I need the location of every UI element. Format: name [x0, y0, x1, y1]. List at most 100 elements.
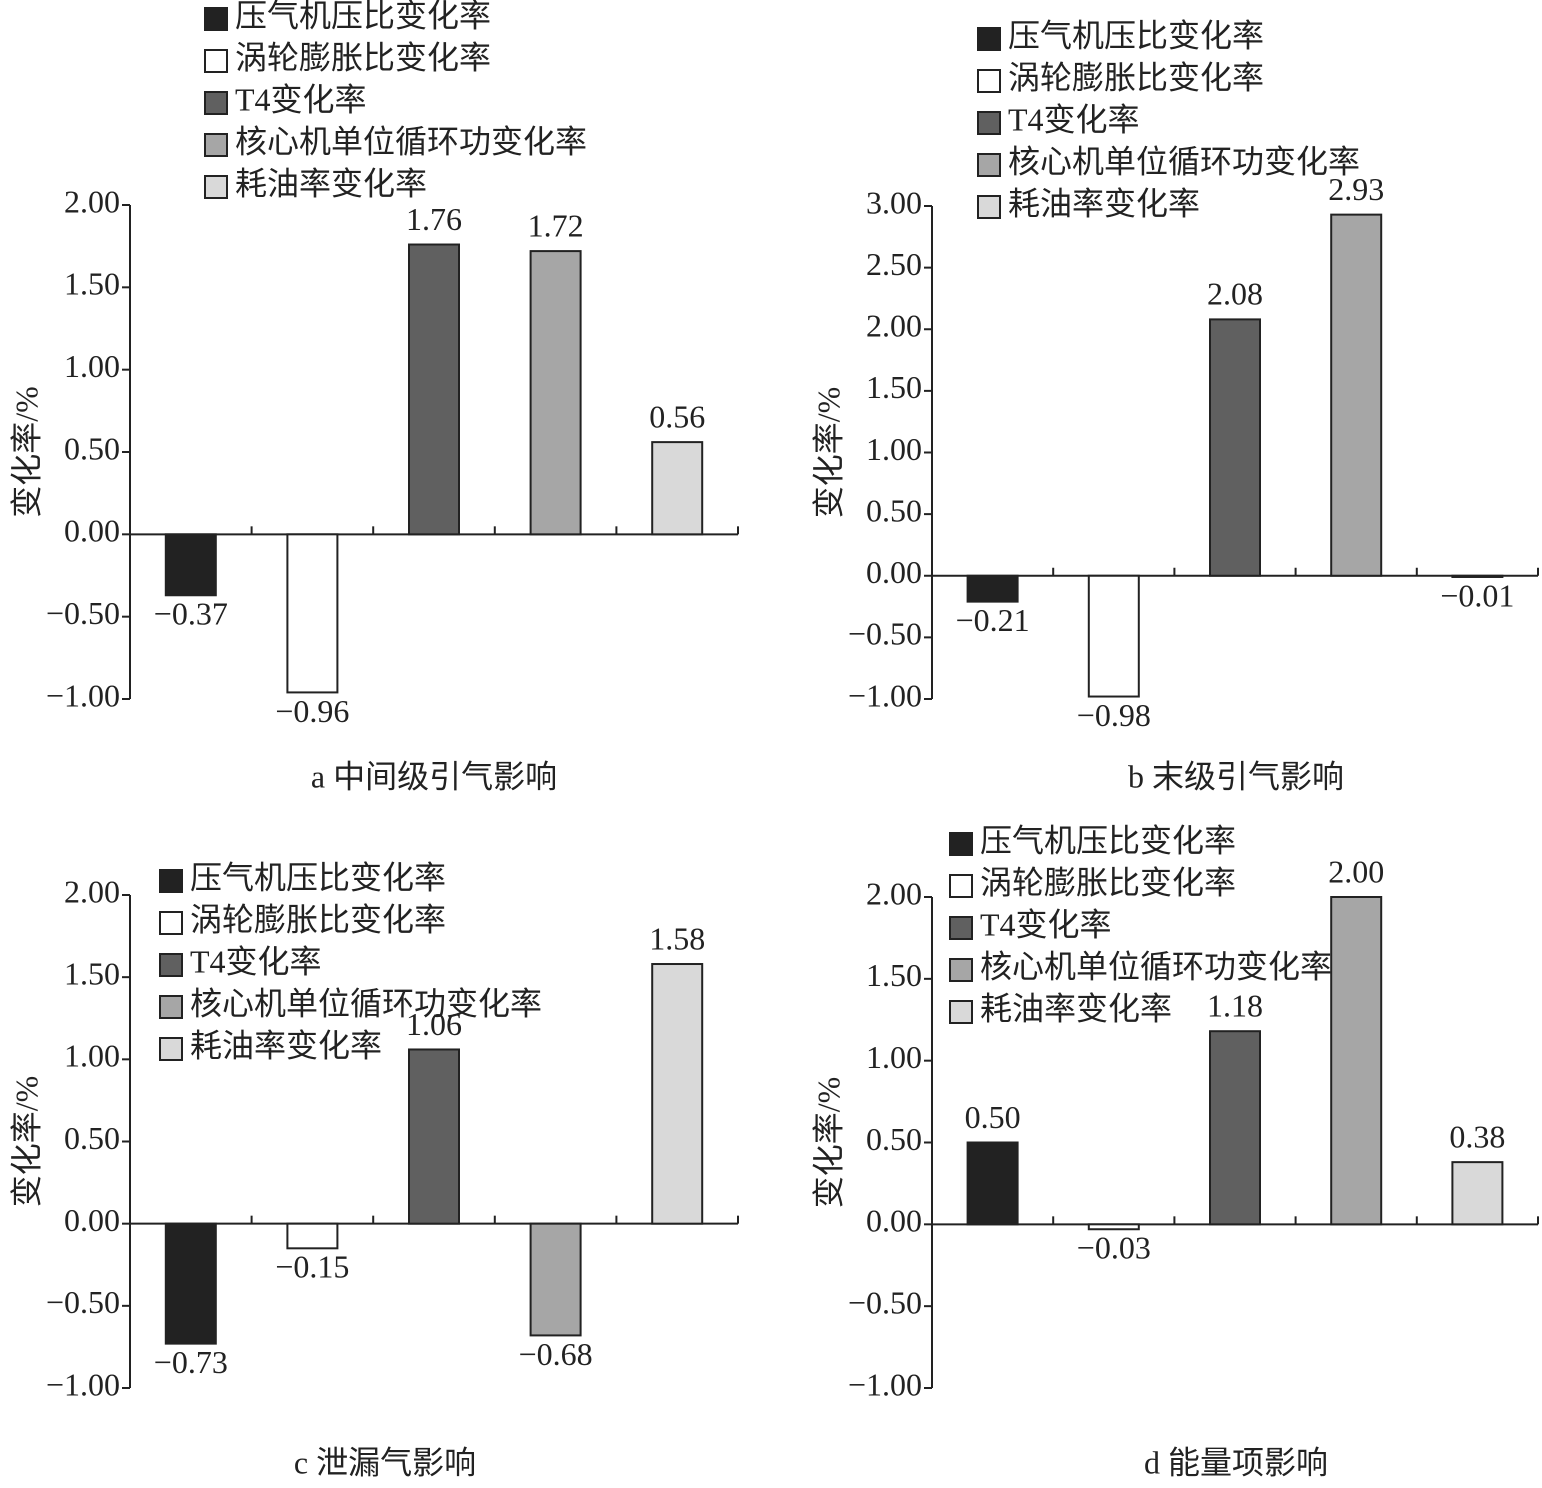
- y-tick-label: 2.50: [866, 246, 922, 282]
- bar: [286, 533, 339, 694]
- legend-label: 涡轮膨胀比变化率: [235, 39, 491, 75]
- data-label: 1.06: [406, 1006, 462, 1042]
- y-tick-label: 1.50: [64, 956, 120, 992]
- bar: [1087, 574, 1140, 698]
- legend-swatch: [977, 111, 1001, 135]
- y-tick-label: 0.50: [866, 492, 922, 528]
- legend-label: 核心机单位循环功变化率: [980, 948, 1332, 984]
- y-tick-label: 1.00: [866, 431, 922, 467]
- data-label: −0.96: [275, 693, 349, 729]
- legend-label: 涡轮膨胀比变化率: [190, 901, 446, 937]
- bar: [164, 1222, 217, 1345]
- legend-label: 核心机单位循环功变化率: [235, 123, 587, 159]
- y-tick-label: 0.50: [866, 1121, 922, 1157]
- legend-swatch: [949, 958, 973, 982]
- legend-swatch: [204, 91, 228, 115]
- data-label: −0.15: [275, 1249, 349, 1285]
- bar: [529, 250, 582, 536]
- legend-swatch: [949, 1000, 973, 1024]
- data-label: −0.68: [519, 1336, 593, 1372]
- data-label: −0.73: [154, 1344, 228, 1380]
- y-tick-label: −0.50: [848, 616, 922, 652]
- legend-swatch: [159, 869, 183, 893]
- data-label: −0.98: [1077, 697, 1151, 733]
- y-tick-label: 0.50: [64, 430, 120, 466]
- bar: [1330, 213, 1383, 577]
- data-label: 2.08: [1207, 276, 1263, 312]
- y-tick-label: 1.50: [64, 266, 120, 302]
- legend-swatch: [977, 27, 1001, 51]
- legend-swatch: [204, 133, 228, 157]
- y-tick-label: 2.00: [64, 873, 120, 909]
- y-tick-label: 0.00: [64, 513, 120, 549]
- y-tick-label: 1.00: [64, 348, 120, 384]
- y-tick-label: 3.00: [866, 184, 922, 220]
- data-label: −0.03: [1077, 1230, 1151, 1266]
- y-tick-label: −0.50: [848, 1285, 922, 1321]
- legend-swatch: [159, 911, 183, 935]
- legend-label: T4变化率: [1008, 101, 1140, 137]
- data-label: 2.93: [1328, 171, 1384, 207]
- y-tick-label: 0.00: [866, 1203, 922, 1239]
- bar: [286, 1222, 339, 1250]
- legend-swatch: [204, 49, 228, 73]
- chart-title: b 末级引气影响: [1128, 758, 1344, 794]
- data-label: 0.56: [649, 398, 705, 434]
- y-axis-label: 变化率/%: [810, 387, 846, 519]
- legend-label: 核心机单位循环功变化率: [190, 985, 542, 1021]
- legend-label: 涡轮膨胀比变化率: [980, 864, 1236, 900]
- y-tick-label: −1.00: [46, 1366, 120, 1402]
- legend-label: 压气机压比变化率: [235, 0, 491, 33]
- legend-swatch: [159, 1037, 183, 1061]
- y-tick-label: 0.00: [64, 1202, 120, 1238]
- legend-label: 压气机压比变化率: [980, 822, 1236, 858]
- y-tick-label: 2.00: [64, 183, 120, 219]
- data-label: −0.21: [956, 602, 1030, 638]
- y-tick-label: 0.00: [866, 554, 922, 590]
- legend-swatch: [204, 7, 228, 31]
- y-tick-label: 1.50: [866, 369, 922, 405]
- y-tick-label: 2.00: [866, 875, 922, 911]
- legend-swatch: [159, 995, 183, 1019]
- legend-label: 压气机压比变化率: [1008, 17, 1264, 53]
- bar: [1209, 1030, 1261, 1226]
- data-label: 0.50: [965, 1099, 1021, 1135]
- bar: [1087, 1223, 1140, 1231]
- bar: [966, 574, 1019, 603]
- data-label: 1.18: [1207, 988, 1263, 1024]
- chart-title: a 中间级引气影响: [311, 758, 557, 794]
- legend-swatch: [204, 175, 228, 199]
- bar: [408, 243, 460, 536]
- y-tick-label: 2.00: [866, 308, 922, 344]
- y-tick-label: 1.50: [866, 957, 922, 993]
- legend-label: 涡轮膨胀比变化率: [1008, 59, 1264, 95]
- legend-swatch: [977, 69, 1001, 93]
- data-label: 1.58: [649, 920, 705, 956]
- bar: [651, 963, 704, 1225]
- data-label: 1.72: [528, 207, 584, 243]
- y-tick-label: −1.00: [848, 1366, 922, 1402]
- bar: [408, 1048, 460, 1225]
- bar: [1209, 318, 1261, 577]
- legend-label: T4变化率: [190, 943, 322, 979]
- y-tick-label: −1.00: [848, 677, 922, 713]
- bar: [1451, 1161, 1504, 1226]
- bar: [966, 1141, 1019, 1226]
- legend-swatch: [949, 832, 973, 856]
- legend-label: 压气机压比变化率: [190, 859, 446, 895]
- y-axis-label: 变化率/%: [810, 1077, 846, 1209]
- bar: [651, 441, 704, 536]
- bar: [1330, 896, 1383, 1226]
- y-tick-label: 1.00: [866, 1039, 922, 1075]
- legend-swatch: [159, 953, 183, 977]
- bar: [529, 1222, 582, 1337]
- data-label: −0.37: [154, 596, 228, 632]
- chart-title: d 能量项影响: [1144, 1444, 1328, 1480]
- legend-label: 耗油率变化率: [1008, 185, 1200, 221]
- data-label: 2.00: [1328, 853, 1384, 889]
- legend-swatch: [949, 874, 973, 898]
- data-label: 0.38: [1449, 1118, 1505, 1154]
- legend-label: 耗油率变化率: [190, 1027, 382, 1063]
